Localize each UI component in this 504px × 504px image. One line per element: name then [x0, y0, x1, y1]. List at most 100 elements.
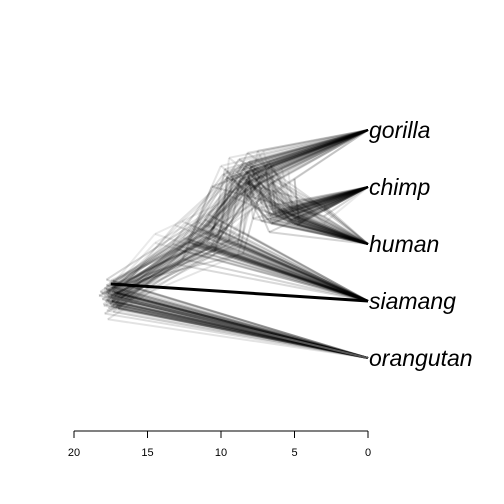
tree-branch	[300, 186, 369, 210]
tree-branch	[112, 249, 181, 313]
tree-branch	[184, 161, 252, 224]
tree-branch	[279, 213, 369, 245]
tree-branch	[198, 240, 369, 302]
tree-branch	[294, 206, 369, 245]
tree-branch	[211, 236, 369, 302]
tree-branch	[233, 129, 369, 171]
tree-branch	[214, 185, 241, 251]
tree-branch	[111, 237, 188, 300]
tree-branch	[269, 231, 369, 245]
tree-branch	[207, 213, 369, 302]
sampled-tree	[116, 129, 369, 359]
tree-branch	[323, 186, 369, 209]
tree-branch	[191, 240, 369, 302]
tree-branch	[251, 129, 369, 168]
tree-branch	[113, 228, 203, 294]
tree-branch	[186, 165, 222, 243]
tree-branch	[277, 219, 369, 245]
tree-branch	[289, 186, 369, 221]
tree-branch	[242, 252, 369, 302]
tree-branch	[301, 186, 369, 217]
tree-branch	[292, 214, 369, 245]
tree-branch	[196, 162, 253, 223]
tree-branch	[112, 303, 369, 359]
tree-branch	[101, 238, 240, 301]
tree-branch	[186, 237, 369, 302]
tree-branch	[239, 129, 369, 187]
tree-branch	[298, 212, 369, 245]
tree-branch	[253, 129, 369, 179]
tree-branch	[267, 185, 275, 215]
tree-branch	[187, 240, 369, 302]
tree-branch	[272, 186, 369, 213]
tree-branch	[297, 212, 369, 245]
sampled-tree	[103, 129, 369, 359]
tree-branch	[236, 178, 259, 256]
tree-branch	[240, 150, 259, 247]
tree-branch	[299, 186, 369, 223]
tree-branch	[113, 286, 369, 359]
tree-branch	[295, 186, 369, 225]
sampled-tree	[110, 129, 369, 359]
tree-branch	[103, 215, 213, 297]
sampled-tree	[112, 129, 369, 359]
tree-branch	[250, 186, 283, 212]
tree-branch	[236, 171, 315, 216]
tree-branch	[292, 186, 369, 214]
tree-branch	[252, 217, 369, 245]
tree-branch	[282, 186, 369, 213]
tree-branch	[204, 180, 250, 234]
tree-branch	[264, 129, 369, 167]
tree-branch	[112, 279, 369, 359]
tree-branch	[207, 193, 227, 243]
tree-branch	[107, 248, 217, 321]
tree-branch	[228, 157, 299, 215]
tree-branch	[323, 207, 369, 245]
tree-branch	[268, 174, 278, 211]
tree-branch	[203, 164, 244, 220]
tree-branch	[111, 242, 204, 303]
tree-branch	[105, 233, 156, 292]
tree-branch	[196, 241, 369, 302]
sampled-tree	[111, 129, 369, 359]
tree-branch	[225, 129, 369, 180]
tree-branch	[220, 175, 281, 246]
tree-branch	[212, 234, 369, 302]
tree-branch	[220, 165, 283, 215]
tree-branch	[271, 222, 369, 245]
tree-branch	[241, 177, 291, 221]
tree-branch	[283, 211, 369, 245]
tree-branch	[185, 246, 369, 302]
tree-branch	[248, 180, 304, 215]
tree-branch	[110, 224, 209, 308]
tree-branch	[154, 241, 369, 302]
tree-branch	[249, 166, 299, 216]
tree-branch	[299, 221, 369, 245]
tree-branch	[174, 224, 369, 302]
tree-branch	[288, 186, 369, 223]
tip-label-orangutan: orangutan	[369, 345, 473, 371]
tree-branch	[104, 254, 215, 315]
tree-branch	[108, 307, 369, 359]
tree-branch	[276, 209, 369, 245]
tree-branch	[192, 166, 258, 247]
tree-branch	[241, 129, 369, 180]
tree-branch	[260, 129, 369, 190]
tree-branch	[270, 208, 369, 245]
tree-branch	[271, 175, 281, 215]
tree-branch	[210, 229, 369, 302]
tree-branch	[273, 129, 369, 177]
tree-branch	[288, 186, 369, 205]
tree-branch	[268, 161, 296, 208]
sampled-tree	[108, 129, 369, 359]
tree-branch	[105, 227, 199, 303]
tree-branch	[105, 240, 192, 287]
tree-branch	[293, 186, 369, 219]
tree-branch	[242, 129, 369, 166]
tree-branch	[301, 202, 369, 245]
x-tick-label: 10	[215, 447, 227, 459]
tree-branch	[222, 129, 369, 176]
tree-branch	[171, 173, 224, 245]
tree-branch	[293, 179, 300, 225]
tree-branch	[208, 223, 369, 302]
